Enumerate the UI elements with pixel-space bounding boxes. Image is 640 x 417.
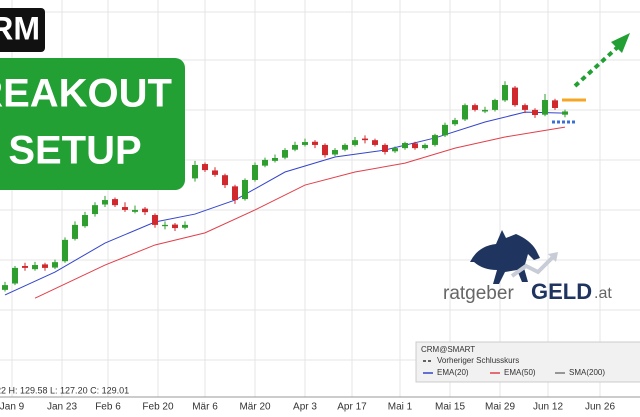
x-tick-label: Apr 3	[293, 402, 317, 413]
legend-box	[415, 341, 640, 383]
logo-text: ratgeber	[443, 283, 514, 304]
legend-title: CRM@SMART	[421, 345, 475, 354]
candle-body	[22, 265, 28, 268]
candle-body	[362, 138, 368, 141]
candle-body	[532, 109, 538, 115]
candle-body	[192, 165, 198, 179]
x-tick-label: Jan 23	[47, 402, 77, 413]
x-tick-label: Feb 20	[142, 402, 174, 413]
candle-body	[142, 208, 148, 213]
x-tick-label: Jun 26	[585, 402, 615, 413]
candle-body	[232, 186, 238, 201]
ema-line	[4, 111, 566, 296]
candle-body	[352, 140, 358, 145]
candle-body	[262, 159, 268, 166]
candle-body	[552, 100, 558, 108]
candle-body	[332, 150, 338, 155]
candle-body	[422, 144, 428, 149]
x-tick-label: Jun 12	[533, 402, 563, 413]
candle-body	[312, 141, 318, 145]
legend-label: EMA(20)	[437, 368, 469, 377]
candle-body	[82, 215, 88, 227]
candle-body	[182, 224, 188, 228]
candle-body	[522, 105, 528, 110]
breakout-arrow	[573, 43, 622, 88]
candle-body	[132, 209, 138, 212]
info-text: 22 H: 129.58 L: 127.20 C: 129.01	[0, 385, 129, 395]
candle-body	[412, 143, 418, 149]
candle-body	[482, 109, 488, 112]
candle-body	[102, 200, 108, 205]
ema-line	[34, 126, 566, 299]
x-tick-label: Jan 9	[0, 402, 25, 413]
candle-body	[252, 165, 258, 180]
candle-body	[32, 265, 38, 270]
logo: ratgeber GELD .at	[443, 230, 612, 304]
candle-body	[42, 264, 48, 268]
candle-body	[302, 142, 308, 145]
candle-body	[52, 262, 58, 268]
candle-body	[282, 150, 288, 158]
candle-body	[112, 199, 118, 206]
candle-body	[342, 144, 348, 150]
x-tick-label: Mai 1	[388, 402, 413, 413]
candle-body	[212, 170, 218, 175]
candle-body	[542, 100, 548, 115]
setup-box	[0, 58, 185, 190]
x-tick-label: Mär 6	[192, 402, 218, 413]
candle-body	[162, 224, 168, 227]
x-tick-label: Mai 15	[435, 402, 465, 413]
legend-label: EMA(50)	[504, 368, 536, 377]
candle-body	[152, 215, 158, 225]
candle-body	[122, 207, 128, 210]
ticker-text: CRM	[0, 10, 40, 46]
candle-body	[322, 144, 328, 156]
candle-body	[172, 224, 178, 229]
candle-body	[62, 239, 68, 262]
candle-body	[392, 148, 398, 152]
candle-body	[492, 100, 498, 110]
candle-body	[462, 105, 468, 120]
candle-body	[562, 111, 568, 115]
legend-label: Vorheriger Schlusskurs	[437, 356, 519, 365]
candle-body	[272, 158, 278, 161]
logo-text: .at	[594, 285, 612, 302]
candle-body	[452, 120, 458, 125]
x-tick-label: Feb 6	[95, 402, 121, 413]
setup-text: BREAKOUT	[0, 72, 172, 116]
candle-body	[12, 267, 18, 284]
candle-body	[292, 144, 298, 150]
candle-body	[442, 124, 448, 136]
candle-body	[92, 205, 98, 215]
candle-body	[432, 135, 438, 145]
candle-body	[202, 164, 208, 171]
arrow-head	[611, 33, 630, 53]
logo-text: GELD	[531, 279, 592, 304]
legend-label: SMA(200)	[569, 368, 605, 377]
ticker-box	[0, 8, 45, 52]
candle-body	[72, 224, 78, 239]
x-tick-label: Apr 17	[337, 402, 367, 413]
candle-body	[2, 285, 8, 290]
candle-body	[402, 143, 408, 149]
candle-body	[222, 175, 228, 186]
setup-text: SETUP	[8, 129, 141, 173]
candle-body	[502, 85, 508, 101]
x-tick-label: Mai 29	[485, 402, 515, 413]
x-tick-label: Mär 20	[239, 402, 271, 413]
candle-body	[372, 140, 378, 145]
candle-body	[472, 105, 478, 110]
candle-body	[242, 179, 248, 200]
candle-body	[512, 87, 518, 106]
candle-body	[382, 144, 388, 152]
